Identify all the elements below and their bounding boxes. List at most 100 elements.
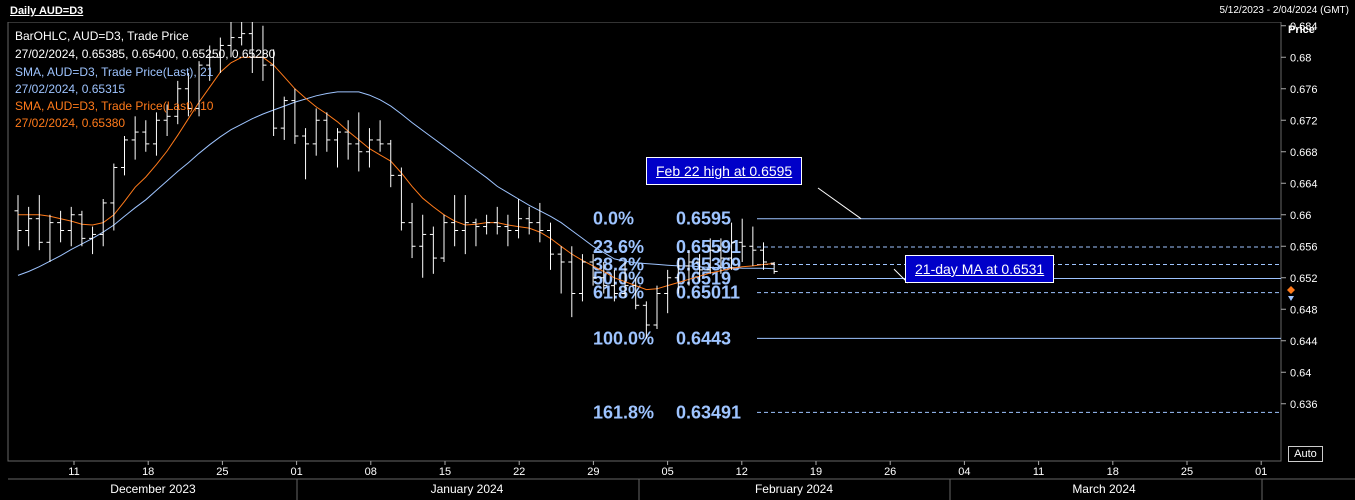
ohlc-bar <box>302 128 310 180</box>
ohlc-bar <box>142 120 150 152</box>
ohlc-bar <box>206 45 214 81</box>
legend-line: SMA, AUD=D3, Trade Price(Last), 10 <box>15 99 214 113</box>
ohlc-bar <box>14 195 22 251</box>
fib-percent: 0.0% <box>593 209 634 229</box>
y-tick-label: 0.656 <box>1290 241 1318 253</box>
ohlc-bar <box>578 254 586 302</box>
ohlc-bar <box>227 21 235 58</box>
ohlc-bar <box>131 116 139 160</box>
ohlc-bar <box>728 222 736 270</box>
ohlc-bar <box>610 269 618 302</box>
ohlc-bar <box>408 202 416 259</box>
ohlc-bar <box>334 128 341 168</box>
x-tick-label: 29 <box>587 466 599 478</box>
ohlc-bar <box>493 206 501 235</box>
month-label: January 2024 <box>431 482 504 496</box>
sma-marker <box>1288 296 1294 301</box>
ohlc-bar <box>717 238 725 274</box>
ohlc-bar <box>78 210 86 247</box>
ohlc-bar <box>323 112 331 152</box>
y-tick-label: 0.676 <box>1290 84 1318 96</box>
ohlc-bar <box>270 49 278 136</box>
ohlc-bar <box>429 226 437 274</box>
fib-value: 0.65011 <box>676 283 740 303</box>
ohlc-bar <box>664 269 672 314</box>
y-tick-label: 0.644 <box>1290 336 1318 348</box>
x-tick-label: 19 <box>810 466 822 478</box>
ohlc-bar <box>312 108 320 156</box>
fib-percent: 23.6% <box>593 237 644 257</box>
ohlc-bar <box>504 214 512 247</box>
ohlc-bar <box>89 226 97 255</box>
chart-frame <box>7 21 1355 480</box>
auto-scale-button[interactable]: Auto <box>1288 446 1323 462</box>
ohlc-bar <box>451 195 459 247</box>
ohlc-bar <box>110 163 118 231</box>
ohlc-bar <box>248 17 256 73</box>
y-tick-label: 0.684 <box>1290 21 1318 33</box>
ohlc-bar <box>600 262 608 294</box>
x-tick-label: 01 <box>1255 466 1267 478</box>
x-tick-label: 08 <box>365 466 377 478</box>
ohlc-bar <box>568 246 576 318</box>
month-label: February 2024 <box>755 482 833 496</box>
y-tick-label: 0.66 <box>1290 210 1311 222</box>
callout-leaders <box>817 187 909 284</box>
fib-percent: 61.8% <box>593 283 644 303</box>
ohlc-bar <box>738 218 746 262</box>
ohlc-bar <box>25 206 33 247</box>
chart-header: Daily AUD=D3 5/12/2023 - 2/04/2024 (GMT) <box>0 0 1355 22</box>
y-tick-label: 0.636 <box>1290 399 1318 411</box>
month-label: December 2023 <box>110 482 196 496</box>
sma10-line <box>18 56 775 291</box>
ohlc-bar <box>674 258 682 294</box>
x-tick-label: 04 <box>958 466 970 478</box>
fib-value: 0.6443 <box>676 328 731 348</box>
feb22-leader <box>817 187 862 220</box>
ohlc-bar <box>291 88 299 144</box>
x-tick-label: 26 <box>884 466 896 478</box>
x-tick-label: 18 <box>142 466 154 478</box>
legend-line: 27/02/2024, 0.65315 <box>15 82 126 96</box>
fib-percent: 38.2% <box>593 254 644 274</box>
ohlc-bar <box>387 139 395 188</box>
x-tick-label: 18 <box>1107 466 1119 478</box>
ohlc-bar <box>536 202 544 243</box>
month-label: March 2024 <box>1072 482 1136 496</box>
ohlc-bar <box>525 206 533 235</box>
ohlc-bar <box>440 214 448 262</box>
legend-line: BarOHLC, AUD=D3, Trade Price <box>15 29 189 43</box>
y-tick-label: 0.672 <box>1290 115 1318 127</box>
ohlc-bar <box>35 195 43 251</box>
ohlc-bar <box>547 222 554 270</box>
ohlc-bar <box>67 206 75 247</box>
ohlc-bar <box>557 246 565 294</box>
ohlc-bar <box>280 96 288 140</box>
x-tick-label: 05 <box>661 466 673 478</box>
ma21-callout[interactable]: 21-day MA at 0.6531 <box>905 255 1055 283</box>
x-tick-label: 25 <box>216 466 228 478</box>
ohlc-bar <box>355 112 363 172</box>
ohlc-bar <box>57 210 65 243</box>
ohlc-bars <box>14 2 778 339</box>
legend-line: SMA, AUD=D3, Trade Price(Last), 21 <box>15 65 214 79</box>
ohlc-bar <box>195 61 203 117</box>
ohlc-bar <box>653 285 661 329</box>
ohlc-bar <box>216 37 224 73</box>
x-tick-label: 11 <box>1033 466 1044 478</box>
y-tick-label: 0.668 <box>1290 147 1318 159</box>
feb22-high-callout[interactable]: Feb 22 high at 0.6595 <box>646 157 803 185</box>
fib-percent: 100.0% <box>593 328 654 348</box>
ohlc-bar <box>344 120 352 160</box>
ohlc-bar <box>99 199 107 247</box>
ohlc-bar <box>419 214 427 278</box>
y-tick-label: 0.64 <box>1290 367 1311 379</box>
x-tick-label: 01 <box>290 466 302 478</box>
sma21-series <box>17 91 775 276</box>
fib-value: 0.63491 <box>676 402 741 422</box>
ohlc-bar <box>163 104 171 136</box>
chart-title[interactable]: Daily AUD=D3 <box>10 5 84 17</box>
ohlc-bar <box>760 242 767 270</box>
